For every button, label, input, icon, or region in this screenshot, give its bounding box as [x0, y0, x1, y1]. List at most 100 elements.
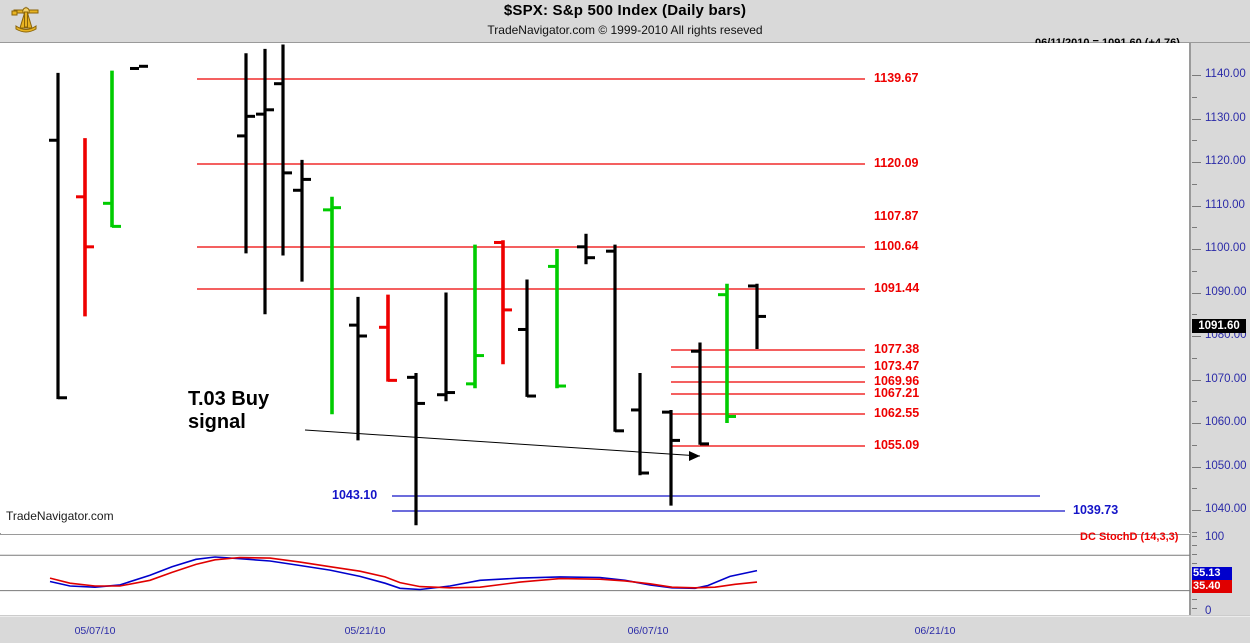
red-level-label: 1069.96: [874, 374, 920, 388]
indicator-axis-minor-tick: [1192, 545, 1197, 546]
price-axis-tick-label: 1130.00: [1205, 111, 1246, 124]
current-price-badge: 1091.60: [1192, 319, 1246, 333]
price-axis-minor-tick: [1192, 531, 1197, 533]
indicator-plot-svg: [0, 554, 1190, 592]
indicator-series-line: [49, 556, 758, 591]
indicator-axis-minor-tick: [1192, 608, 1197, 609]
ohlc-bar: [130, 64, 148, 70]
ohlc-bar: [606, 244, 624, 433]
price-axis-tick-mark: [1192, 162, 1201, 163]
blue-level-label: 1043.10: [332, 488, 378, 502]
price-axis-minor-tick: [1192, 96, 1197, 98]
indicator-axis-bottom-label: 0: [1205, 605, 1212, 617]
price-axis-tick-label: 1060.00: [1205, 416, 1247, 428]
ohlc-bar: [691, 342, 709, 446]
ohlc-bar: [577, 233, 595, 265]
indicator-pane[interactable]: [0, 534, 1190, 615]
red-level-label: 1091.44: [874, 281, 920, 295]
price-axis-minor-tick: [1192, 488, 1197, 490]
price-axis-minor-tick: [1192, 357, 1197, 359]
red-level-label: 1055.09: [874, 438, 920, 452]
date-axis-tick-label: 05/21/10: [344, 625, 386, 637]
price-axis-tick-mark: [1192, 292, 1201, 294]
ohlc-bar: [518, 279, 536, 398]
ohlc-bar: [718, 283, 736, 423]
red-level-label: 1100.64: [874, 239, 919, 253]
indicator-caption: DC StochD (14,3,3): [1080, 531, 1179, 543]
price-axis-minor-tick: [1192, 140, 1197, 142]
ohlc-bar: [256, 48, 274, 315]
indicator-series-line: [49, 556, 758, 589]
red-level-label: 1073.47: [874, 359, 920, 373]
price-axis-tick-mark: [1192, 205, 1201, 207]
price-axis-tick-label: 1070.00: [1205, 372, 1247, 385]
blue-level-label: 1039.73: [1073, 503, 1119, 517]
price-axis-tick-mark: [1192, 118, 1201, 120]
red-level-label: 1062.55: [874, 406, 920, 420]
ohlc-bar: [103, 70, 121, 228]
ohlc-bar: [76, 138, 94, 317]
price-axis-minor-tick: [1192, 444, 1197, 446]
ohlc-bar: [631, 372, 649, 476]
date-axis-tick-label: 05/07/10: [74, 625, 116, 637]
red-level-label: 1139.67: [874, 71, 919, 85]
ohlc-bar: [407, 372, 425, 526]
ohlc-bar: [548, 249, 566, 389]
price-axis-tick-label: 1140.00: [1205, 68, 1246, 80]
ohlc-bar: [323, 196, 341, 415]
ohlc-bar: [466, 244, 484, 389]
ohlc-bar: [379, 294, 397, 382]
ohlc-bar: [49, 72, 67, 400]
copyright-subtitle: TradeNavigator.com © 1999-2010 All right…: [487, 23, 763, 37]
page-title: $SPX: S&p 500 Index (Daily bars): [503, 2, 747, 19]
sextant-icon: [4, 2, 48, 36]
price-axis-minor-tick: [1192, 314, 1197, 316]
red-level-label: 1107.87: [874, 209, 919, 223]
indicator-k-value-badge: 35.40: [1192, 580, 1232, 593]
price-axis-tick-label: 1040.00: [1205, 503, 1247, 515]
date-axis-tick-label: 06/21/10: [914, 625, 956, 637]
price-axis-tick-label: 1100.00: [1205, 242, 1246, 254]
price-axis-tick-mark: [1192, 75, 1201, 76]
red-level-label: 1077.38: [874, 342, 920, 356]
price-axis-tick-label: 1090.00: [1205, 285, 1247, 298]
price-axis-tick-mark: [1192, 379, 1201, 381]
date-axis-tick-label: 06/07/10: [627, 625, 669, 637]
indicator-d-value-badge: 55.13: [1192, 567, 1232, 580]
price-axis-minor-tick: [1192, 270, 1197, 272]
date-axis[interactable]: [0, 615, 1250, 643]
date-axis-ticks: [0, 615, 1250, 617]
price-axis-tick-label: 1110.00: [1205, 198, 1245, 211]
ohlc-bar: [662, 409, 680, 506]
price-axis-tick-label: 1050.00: [1205, 459, 1247, 472]
red-level-label: 1120.09: [874, 156, 919, 170]
ohlc-bar: [293, 159, 311, 282]
price-axis-column[interactable]: 1140.00 1130.00 1120.00 1110.00 1100.00 1090.…: [1190, 43, 1250, 630]
ohlc-bar: [349, 296, 367, 441]
price-axis-minor-tick: [1192, 227, 1197, 229]
trendline-arrowhead: [689, 451, 700, 461]
price-axis-tick-mark: [1192, 423, 1201, 424]
price-axis-tick-mark: [1192, 336, 1201, 337]
trendline: [304, 429, 701, 457]
ohlc-bar: [494, 240, 512, 365]
price-axis-tick-mark: [1192, 466, 1201, 468]
indicator-axis-minor-tick: [1192, 554, 1197, 555]
indicator-axis-minor-tick: [1192, 563, 1197, 564]
ohlc-bar: [748, 283, 766, 350]
ohlc-bar: [237, 53, 255, 254]
price-axis-tick-mark: [1192, 510, 1201, 511]
red-level-label: 1067.21: [874, 386, 920, 400]
indicator-axis-minor-tick: [1192, 536, 1197, 537]
ohlc-bar: [274, 44, 292, 256]
indicator-axis-top-label: 100: [1205, 531, 1225, 543]
price-plot-svg: [49, 44, 1065, 526]
indicator-axis-minor-tick: [1192, 599, 1197, 600]
ohlc-bar: [437, 292, 455, 402]
chart-header: $SPX: S&p 500 Index (Daily bars) TradeNa…: [0, 0, 1250, 43]
watermark-label: TradeNavigator.com: [6, 509, 114, 523]
price-axis-minor-tick: [1192, 401, 1197, 403]
price-axis-minor-tick: [1192, 183, 1197, 185]
price-chart-pane[interactable]: TradeNavigator.com T.03 Buy signal: [0, 43, 1190, 533]
